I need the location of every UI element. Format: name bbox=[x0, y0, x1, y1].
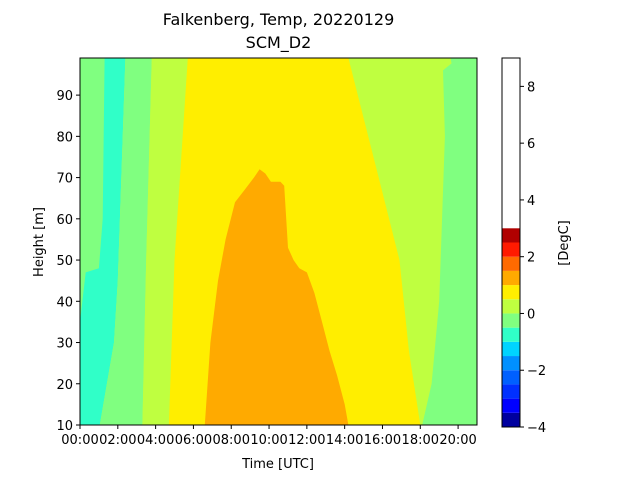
colorbar-frame bbox=[501, 57, 521, 428]
y-tick-label: 30 bbox=[56, 337, 73, 352]
colorbar-band bbox=[502, 242, 520, 257]
colorbar-axis: −4 −2 0 2 4 6 8 bbox=[520, 80, 546, 436]
contour-region-6 bbox=[439, 58, 477, 116]
colorbar bbox=[501, 57, 521, 428]
y-tick-label: 60 bbox=[56, 213, 73, 228]
y-tick-label: 90 bbox=[56, 89, 73, 104]
colorbar-band bbox=[502, 299, 520, 314]
colorbar-band bbox=[502, 285, 520, 300]
x-tick-label: 16:00 bbox=[364, 433, 401, 448]
contour-regions bbox=[80, 58, 477, 425]
x-tick-label: 00:00 bbox=[61, 433, 98, 448]
y-axis: 10 20 30 40 50 60 70 80 90 bbox=[56, 89, 80, 434]
x-tick-label: 04:00 bbox=[137, 433, 174, 448]
colorbar-tick-label: 2 bbox=[527, 251, 535, 266]
colorbar-band bbox=[502, 370, 520, 385]
colorbar-band bbox=[502, 270, 520, 286]
colorbar-band bbox=[502, 256, 520, 271]
y-tick-label: 10 bbox=[56, 419, 73, 434]
x-axis-label: Time [UTC] bbox=[241, 457, 314, 472]
plot-frame bbox=[79, 57, 478, 426]
colorbar-tick-label: 4 bbox=[527, 194, 535, 209]
contour-region-8 bbox=[204, 169, 349, 425]
colorbar-band bbox=[502, 228, 520, 243]
x-tick-label: 12:00 bbox=[288, 433, 325, 448]
chart-title: Falkenberg, Temp, 20220129 bbox=[162, 10, 395, 29]
y-tick-label: 80 bbox=[56, 130, 73, 145]
x-tick-label: 08:00 bbox=[213, 433, 250, 448]
contour-region-5 bbox=[422, 58, 477, 425]
x-tick-label: 14:00 bbox=[326, 433, 363, 448]
y-tick-label: 20 bbox=[56, 378, 73, 393]
colorbar-band bbox=[502, 313, 520, 328]
chart-subtitle: SCM_D2 bbox=[245, 33, 312, 52]
colorbar-label: [DegC] bbox=[557, 220, 572, 265]
colorbar-band bbox=[502, 384, 520, 399]
colorbar-tick-label: 8 bbox=[527, 80, 535, 95]
y-axis-label: Height [m] bbox=[32, 207, 47, 277]
y-tick-label: 40 bbox=[56, 295, 73, 310]
x-tick-label: 18:00 bbox=[402, 433, 439, 448]
x-tick-label: 02:00 bbox=[99, 433, 136, 448]
colorbar-tick-label: 0 bbox=[527, 307, 535, 322]
colorbar-band bbox=[502, 327, 520, 342]
colorbar-tick-label: −2 bbox=[527, 364, 546, 379]
colorbar-band bbox=[502, 398, 520, 413]
colorbar-tick-label: 6 bbox=[527, 137, 535, 152]
contour-region-1 bbox=[80, 58, 126, 425]
y-tick-label: 50 bbox=[56, 254, 73, 269]
colorbar-tick-label: −4 bbox=[527, 421, 546, 436]
y-tick-label: 70 bbox=[56, 172, 73, 187]
colorbar-band bbox=[502, 412, 520, 427]
x-tick-label: 06:00 bbox=[175, 433, 212, 448]
contour-region-3 bbox=[142, 58, 188, 425]
contour-region-2 bbox=[99, 58, 152, 425]
x-axis: 00:00 02:00 04:00 06:00 08:00 10:00 12:00 14:00… bbox=[61, 425, 477, 448]
x-tick-label: 10:00 bbox=[250, 433, 287, 448]
x-tick-label: 20:00 bbox=[439, 433, 476, 448]
colorbar-band bbox=[502, 341, 520, 357]
colorbar-band bbox=[502, 356, 520, 371]
